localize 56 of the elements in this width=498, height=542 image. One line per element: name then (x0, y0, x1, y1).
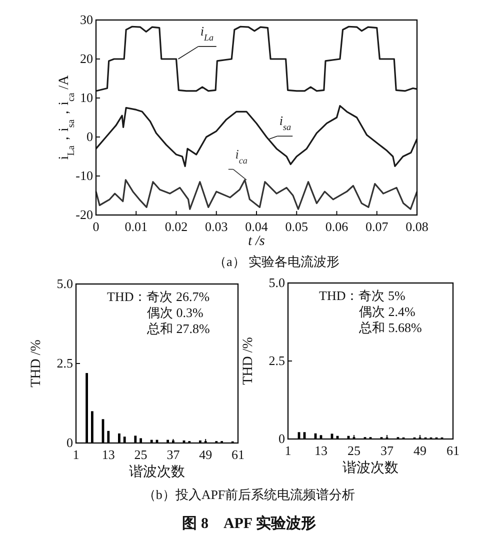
x-axis-title: 谐波次数 (342, 460, 398, 476)
xtick: 0.06 (325, 219, 348, 234)
xtick: 13 (314, 443, 328, 458)
xtick: 1 (284, 443, 292, 458)
xtick: 0.02 (164, 219, 188, 234)
annotation: THD：奇次 26.7% (107, 289, 210, 304)
xtick: 49 (199, 447, 212, 462)
y-tick-label: 0 (278, 431, 285, 446)
y-tick-label: -10 (76, 168, 93, 183)
xtick: 25 (134, 447, 148, 462)
series-label: i$_{sa}$ (279, 113, 292, 132)
xtick: 0.07 (366, 219, 388, 234)
y-tick-label: 5.0 (56, 276, 73, 291)
y-tick-label: 30 (80, 12, 93, 27)
y-tick-label: 0 (66, 435, 73, 450)
series-label: i$_{La}$ (200, 23, 214, 42)
y-tick-label: 2.5 (268, 353, 285, 368)
xtick: 0.01 (124, 219, 148, 234)
y-tick-label: 20 (80, 51, 93, 66)
annotation: 偶次 2.4% (359, 304, 416, 319)
caption: 图 8 APF 实验波形 (182, 514, 316, 532)
xtick: 37 (166, 447, 180, 462)
y-tick-label: 5.0 (268, 275, 285, 290)
annotation: THD：奇次 5% (319, 288, 406, 303)
bar (134, 436, 137, 443)
xtick: 25 (348, 443, 360, 458)
bar (107, 430, 110, 443)
y-tick-label: 2.5 (56, 356, 73, 370)
bar (91, 411, 94, 443)
text: （b）投入APF前后系统电流频谱分析 (142, 487, 356, 502)
xtick: 61 (446, 443, 460, 458)
xtick: 13 (102, 447, 115, 462)
annotation: 总和 27.8% (146, 321, 210, 336)
bar (86, 373, 88, 443)
text: （a） 实验各电流波形 (213, 254, 340, 269)
y-axis-title: THD /% (29, 339, 44, 388)
xtick: 0.03 (205, 219, 228, 234)
bar (123, 436, 126, 443)
series-label: i$_{ca}$ (235, 146, 248, 166)
xtick: 0 (92, 219, 100, 234)
x-axis-title: t /s (248, 234, 266, 249)
xtick: 1 (72, 447, 80, 462)
xtick: 61 (232, 447, 244, 462)
y-tick-label: 10 (80, 90, 93, 105)
bar (118, 433, 120, 443)
annotation: 偶次 0.3% (147, 305, 204, 320)
x-axis-title: 谐波次数 (129, 464, 185, 480)
annotation: 总和 5.68% (358, 320, 422, 335)
y-tick-label: 0 (86, 129, 93, 144)
y-axis-title: THD /% (241, 336, 256, 385)
xtick: 0.05 (285, 219, 308, 234)
y-tick-label: -20 (76, 207, 93, 222)
xtick: 0.04 (245, 219, 268, 234)
xtick: 49 (414, 443, 426, 458)
xtick: 0.08 (406, 219, 428, 234)
xtick: 37 (380, 443, 394, 458)
